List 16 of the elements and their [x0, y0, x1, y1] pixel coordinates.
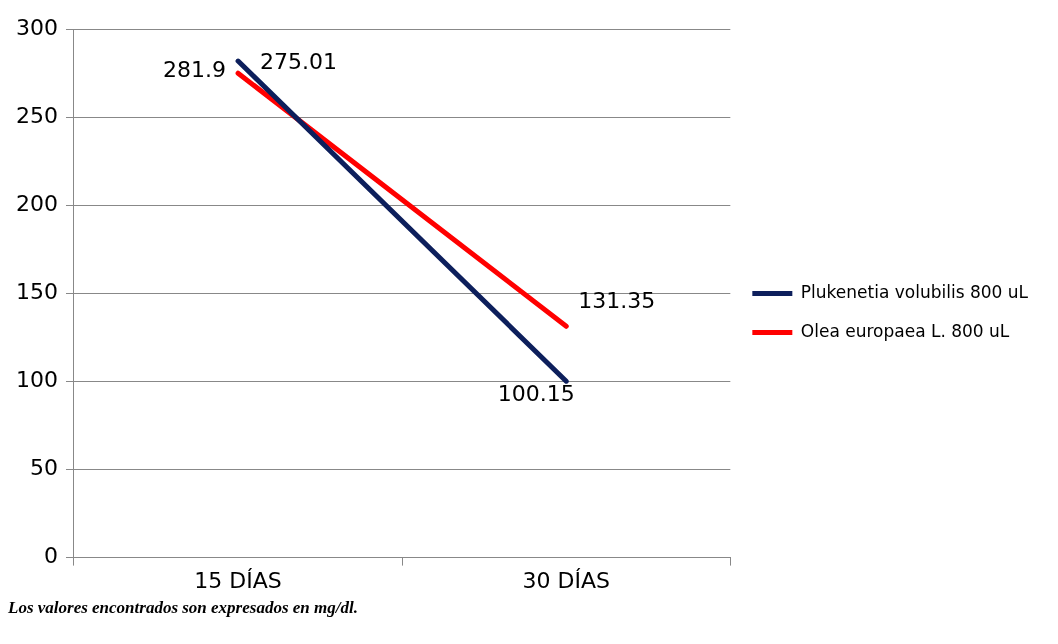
legend-label: Olea europaea L. 800 uL: [800, 320, 1010, 341]
y-tick-label: 50: [29, 455, 58, 481]
y-tick-label: 200: [15, 191, 58, 217]
y-tick-label: 0: [43, 543, 58, 569]
data-label: 131.35: [578, 287, 656, 313]
y-tick-label: 150: [15, 279, 58, 305]
text: Los valores encontrados son expresados en mg/dl.: [8, 598, 359, 618]
data-label: 281.9: [163, 56, 227, 82]
x-tick-label: 15 DÍAS: [194, 567, 282, 593]
data-label: 100.15: [497, 380, 575, 406]
x-tick-label: 30 DÍAS: [522, 567, 610, 593]
y-tick-label: 100: [15, 367, 58, 393]
data-label: 275.01: [260, 48, 338, 74]
y-tick-label: 250: [15, 102, 58, 128]
legend-label: Plukenetia volubilis 800 uL: [800, 281, 1029, 302]
y-tick-label: 300: [15, 14, 58, 40]
